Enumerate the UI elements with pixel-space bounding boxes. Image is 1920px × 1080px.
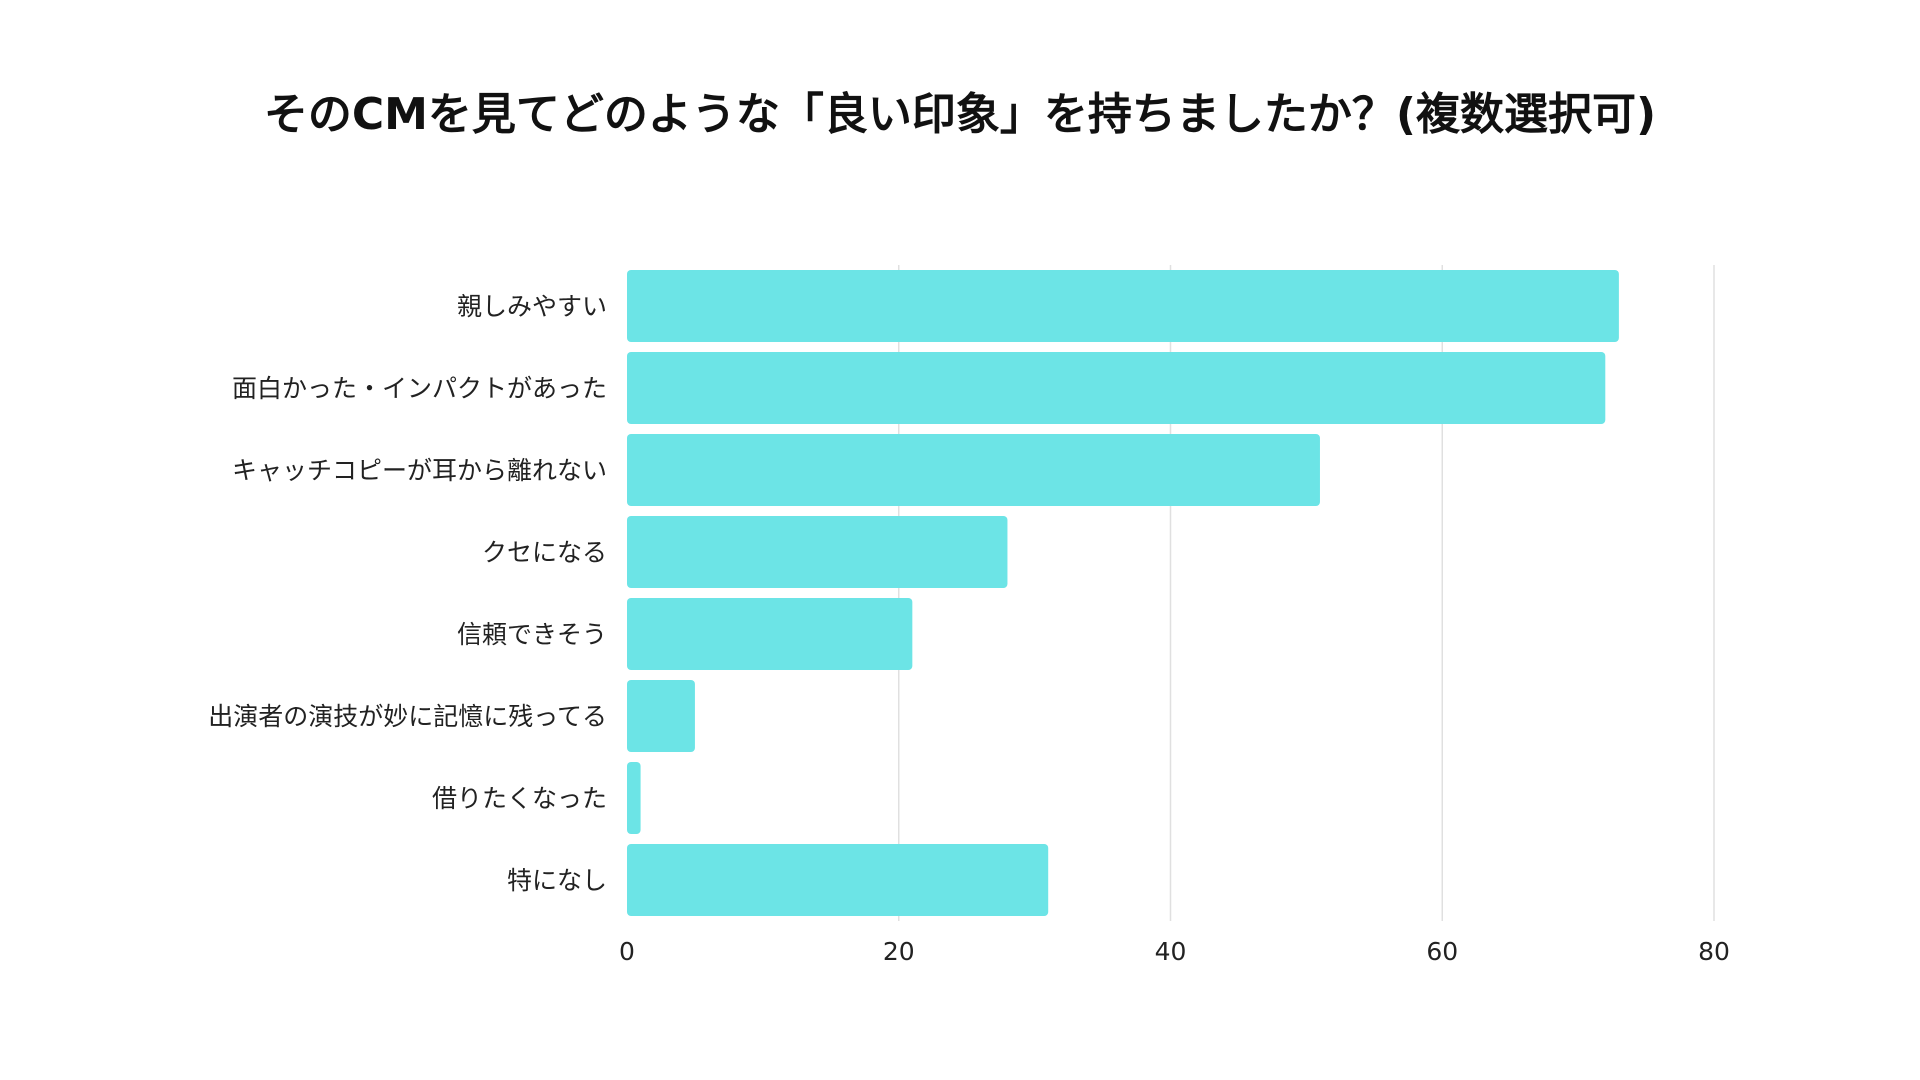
category-label: 特になし: [507, 866, 607, 895]
category-label: 借りたくなった: [432, 784, 607, 813]
chart-title: そのCMを見てどのような「良い印象」を持ちましたか？(複数選択可): [263, 89, 1657, 140]
bar: [627, 598, 913, 670]
category-label: クセになる: [482, 538, 607, 567]
category-label: 親しみやすい: [457, 292, 607, 321]
category-label: キャッチコピーが耳から離れない: [232, 456, 607, 485]
category-label: 信頼できそう: [457, 620, 607, 649]
x-tick-label: 20: [883, 937, 915, 966]
bar: [627, 434, 1320, 506]
bar: [627, 680, 695, 752]
bar: [627, 270, 1619, 342]
bar: [627, 516, 1008, 588]
bars: [627, 270, 1619, 916]
category-label: 面白かった・インパクトがあった: [232, 374, 607, 403]
x-tick-label: 60: [1426, 937, 1458, 966]
category-labels: 親しみやすい面白かった・インパクトがあったキャッチコピーが耳から離れないクセにな…: [208, 292, 607, 895]
x-tick-label: 0: [619, 937, 635, 966]
bar: [627, 762, 641, 834]
bar: [627, 844, 1049, 916]
category-label: 出演者の演技が妙に記憶に残ってる: [208, 702, 607, 731]
x-tick-label: 40: [1155, 937, 1187, 966]
bar: [627, 352, 1606, 424]
x-tick-label: 80: [1698, 937, 1730, 966]
x-axis-tick-labels: 0 20 40 60 80: [619, 937, 1730, 966]
